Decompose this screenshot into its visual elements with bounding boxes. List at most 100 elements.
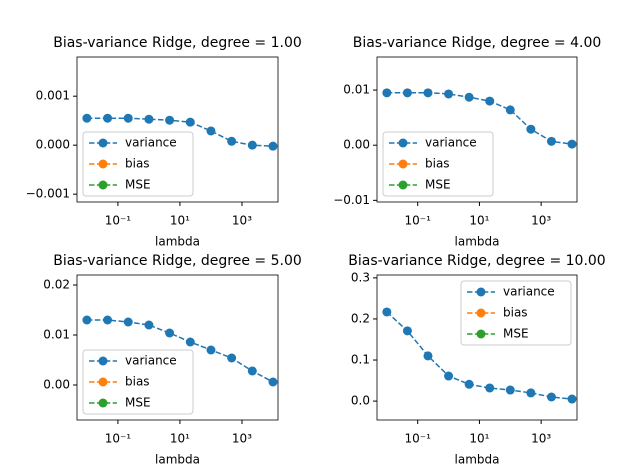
data-point: [567, 139, 577, 149]
subplot: Bias-variance Ridge, degree = 4.00 lambda…: [333, 35, 601, 249]
data-point: [464, 92, 474, 102]
y-tick-label: 0.01: [43, 328, 70, 342]
y-tick-label: 0.000: [36, 138, 70, 152]
data-point: [227, 136, 237, 146]
x-tick-label: 10³: [232, 214, 252, 228]
data-point: [402, 88, 412, 98]
axes-frame: [76, 274, 279, 421]
legend-label: bias: [425, 157, 450, 171]
series-line: [86, 319, 274, 383]
legend: variance bias MSE: [82, 349, 194, 415]
x-axis-label: lambda: [455, 453, 500, 467]
x-tick-label: 10¹: [469, 432, 489, 446]
axes-frame: [76, 56, 279, 203]
y-tick-label: 0.1: [351, 353, 370, 367]
data-point: [505, 105, 515, 115]
x-axis-label: lambda: [155, 453, 200, 467]
y-tick-label: 0.2: [351, 311, 370, 325]
y-tick-label: 0.01: [343, 83, 370, 97]
subplot: Bias-variance Ridge, degree = 10.00 lambd…: [348, 253, 605, 467]
legend-label: MSE: [425, 178, 451, 192]
subplot-title: Bias-variance Ridge, degree = 5.00: [53, 253, 302, 269]
legend: variance bias MSE: [382, 131, 494, 197]
data-point: [268, 141, 278, 151]
legend-label: variance: [425, 136, 477, 150]
data-point: [546, 136, 556, 146]
subplot: Bias-variance Ridge, degree = 1.00 lambda…: [26, 35, 302, 249]
series-line: [86, 117, 274, 147]
data-point: [268, 377, 278, 387]
legend-marker: [476, 287, 486, 297]
legend-label: bias: [503, 306, 528, 320]
subplot-title: Bias-variance Ridge, degree = 1.00: [53, 35, 302, 51]
data-point: [185, 337, 195, 347]
data-point: [546, 392, 556, 402]
data-point: [82, 315, 92, 325]
legend-marker: [398, 159, 408, 169]
series-line: [386, 311, 573, 400]
data-point: [567, 394, 577, 404]
data-point: [505, 385, 515, 395]
data-point: [402, 326, 412, 336]
data-point: [444, 371, 454, 381]
legend-box: [82, 131, 194, 197]
legend-marker: [98, 377, 108, 387]
y-tick-label: 0.02: [43, 278, 70, 292]
legend-label: bias: [125, 375, 150, 389]
legend-label: variance: [125, 354, 177, 368]
y-tick-label: 0.001: [36, 89, 70, 103]
data-point: [103, 113, 113, 123]
data-point: [247, 366, 257, 376]
data-point: [423, 351, 433, 361]
x-tick-label: 10³: [531, 432, 551, 446]
data-point: [227, 353, 237, 363]
y-tick-label: 0.00: [43, 378, 70, 392]
y-tick-label: 0.00: [343, 138, 370, 152]
data-point: [382, 88, 392, 98]
x-tick-label: 10¹: [469, 214, 489, 228]
legend-box: [382, 131, 494, 197]
x-tick-label: 10³: [232, 432, 252, 446]
x-tick-label: 10⁻¹: [404, 432, 431, 446]
data-point: [485, 383, 495, 393]
series-line: [386, 92, 573, 145]
subplot-title: Bias-variance Ridge, degree = 4.00: [353, 35, 602, 51]
x-axis-label: lambda: [455, 235, 500, 249]
data-point: [423, 88, 433, 98]
data-point: [144, 320, 154, 330]
x-tick-label: 10¹: [170, 214, 190, 228]
x-tick-label: 10⁻¹: [105, 214, 132, 228]
subplot: Bias-variance Ridge, degree = 5.00 lambda…: [43, 253, 301, 467]
data-point: [206, 345, 216, 355]
y-tick-label: −0.01: [333, 193, 370, 207]
legend-label: bias: [125, 157, 150, 171]
subplot-title: Bias-variance Ridge, degree = 10.00: [348, 253, 605, 269]
x-tick-label: 10³: [531, 214, 551, 228]
data-point: [103, 315, 113, 325]
data-point: [165, 328, 175, 338]
y-tick-label: 0.3: [351, 270, 370, 284]
y-tick-label: 0.0: [351, 394, 370, 408]
legend-label: MSE: [503, 327, 529, 341]
legend-marker: [98, 356, 108, 366]
legend-marker: [98, 398, 108, 408]
x-axis-label: lambda: [155, 235, 200, 249]
legend-label: variance: [125, 136, 177, 150]
data-point: [444, 89, 454, 99]
data-point: [185, 117, 195, 127]
data-point: [247, 140, 257, 150]
axes-frame: [376, 56, 578, 203]
legend-marker: [98, 180, 108, 190]
legend-marker: [476, 329, 486, 339]
legend-label: MSE: [125, 396, 151, 410]
data-point: [485, 96, 495, 106]
axes-frame: [376, 274, 578, 421]
legend-marker: [98, 159, 108, 169]
legend-box: [460, 280, 572, 346]
legend: variance bias MSE: [82, 131, 194, 197]
legend: variance bias MSE: [460, 280, 572, 346]
legend-marker: [398, 180, 408, 190]
x-tick-label: 10⁻¹: [404, 214, 431, 228]
data-point: [526, 124, 536, 134]
